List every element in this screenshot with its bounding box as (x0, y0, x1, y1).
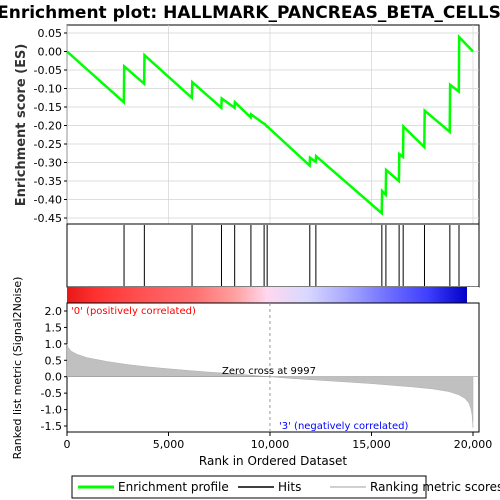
metric-y-tick-label: 0.5 (45, 354, 63, 367)
positive-correlation-label: '0' (positively correlated) (71, 306, 196, 317)
negative-correlation-label: '3' (negatively correlated) (279, 421, 408, 432)
x-tick-label: 20,000 (454, 438, 493, 451)
x-tick-label: 10,000 (251, 438, 290, 451)
x-axis-label: Rank in Ordered Dataset (199, 454, 347, 468)
ranking-metric-area (66, 343, 474, 428)
metric-y-tick-label: -1.5 (41, 420, 62, 433)
legend-hits-label: Hits (278, 480, 301, 494)
es-y-tick-label: -0.10 (34, 83, 62, 96)
es-y-tick-label: -0.40 (34, 194, 62, 207)
chart-title: Enrichment plot: HALLMARK_PANCREAS_BETA_… (0, 3, 500, 23)
es-y-tick-label: 0.00 (38, 46, 63, 59)
rank-color-bar (67, 287, 467, 303)
es-y-tick-label: 0.05 (38, 27, 63, 40)
es-y-tick-label: -0.30 (34, 157, 62, 170)
metric-y-tick-label: 1.0 (45, 338, 63, 351)
x-tick-label: 5,000 (153, 438, 185, 451)
es-y-tick-label: -0.25 (34, 138, 62, 151)
metric-y-tick-label: 1.5 (45, 321, 63, 334)
metric-y-tick-label: 2.0 (45, 305, 63, 318)
x-tick-label: 0 (64, 438, 71, 451)
es-y-tick-label: -0.15 (34, 101, 62, 114)
enrichment-profile-line (66, 34, 474, 216)
metric-y-tick-label: 0.0 (45, 371, 63, 384)
x-tick-label: 15,000 (352, 438, 391, 451)
metric-y-tick-label: -1.0 (41, 404, 62, 417)
zero-cross-label: Zero cross at 9997 (222, 366, 316, 377)
metric-y-tick-label: -0.5 (41, 387, 62, 400)
es-y-axis-label: Enrichment score (ES) (14, 44, 29, 207)
es-y-tick-label: -0.05 (34, 64, 62, 77)
legend-metric-label: Ranking metric scores (370, 480, 500, 494)
hits-markers (123, 225, 460, 286)
es-y-tick-label: -0.45 (34, 212, 62, 225)
hits-panel-frame (66, 223, 480, 288)
x-axis-ticks: 0 5,000 10,000 15,000 20,000 (64, 432, 493, 451)
metric-y-axis-label: Ranked list metric (Signal2Noise) (11, 277, 24, 460)
rank-color-bar-tail (467, 287, 479, 303)
es-y-ticks: 0.05 0.00 -0.05 -0.10 -0.15 -0.20 -0.25 -0.30 -0… (34, 27, 67, 225)
metric-y-ticks: 2.0 1.5 1.0 0.5 0.0 -0.5 -1.0 -1.5 (41, 305, 67, 433)
es-y-tick-label: -0.20 (34, 120, 62, 133)
es-y-tick-label: -0.35 (34, 175, 62, 188)
es-panel-frame (66, 24, 480, 225)
es-gridlines (66, 25, 479, 224)
legend-profile-label: Enrichment profile (118, 480, 229, 494)
